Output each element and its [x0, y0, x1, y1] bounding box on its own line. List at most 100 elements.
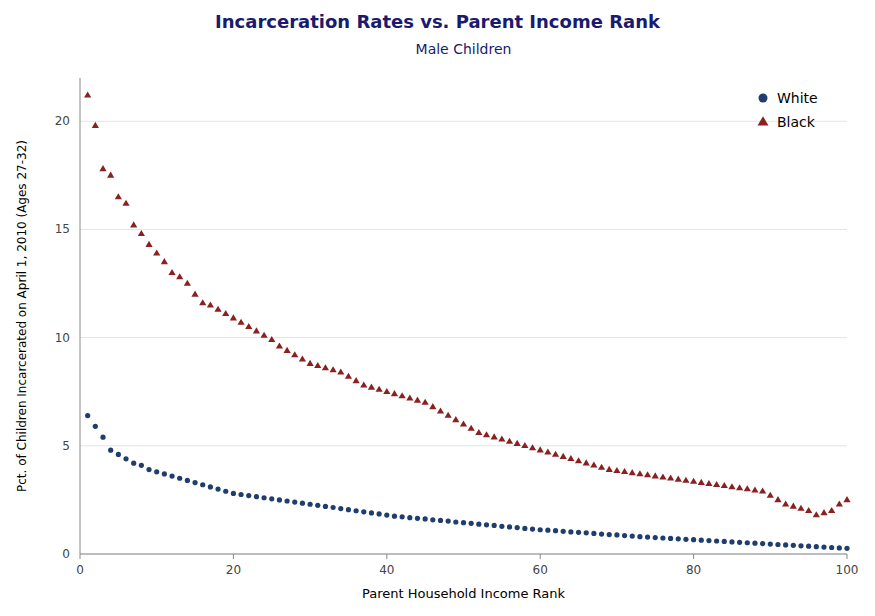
point	[637, 534, 642, 539]
x-axis-line	[80, 554, 847, 555]
y-tick-label: 15	[55, 222, 70, 236]
point	[446, 519, 451, 524]
point	[828, 507, 835, 513]
point	[461, 520, 466, 525]
point	[122, 200, 129, 206]
point	[645, 535, 650, 540]
legend-marker	[758, 116, 769, 125]
legend: White Black	[758, 90, 818, 130]
point	[469, 521, 474, 526]
legend-label: Black	[777, 114, 816, 130]
point	[414, 397, 421, 403]
point	[308, 502, 313, 507]
point	[652, 472, 659, 478]
point	[814, 544, 819, 549]
point	[208, 484, 213, 489]
point	[636, 470, 643, 476]
point	[453, 519, 458, 524]
chart-svg: Incarceration Rates vs. Parent Income Ra…	[0, 0, 875, 616]
point	[452, 416, 459, 422]
point	[146, 467, 151, 472]
point	[407, 515, 412, 520]
point	[139, 463, 144, 468]
point	[199, 299, 206, 305]
point	[200, 482, 205, 487]
point	[614, 532, 619, 537]
point	[337, 368, 344, 374]
point	[376, 386, 383, 392]
point	[177, 476, 182, 481]
point	[138, 230, 145, 236]
point	[544, 449, 551, 455]
point	[553, 528, 558, 533]
point	[775, 542, 780, 547]
point	[561, 529, 566, 534]
point	[430, 517, 435, 522]
point	[277, 497, 282, 502]
point	[736, 484, 743, 490]
point	[215, 486, 220, 491]
point	[130, 221, 137, 227]
point	[521, 442, 528, 448]
point	[783, 542, 788, 547]
point	[460, 420, 467, 426]
point	[492, 523, 497, 528]
point	[237, 319, 244, 325]
point	[698, 479, 705, 485]
point	[745, 540, 750, 545]
point	[400, 514, 405, 519]
point	[315, 503, 320, 508]
x-tick	[540, 554, 541, 559]
point	[774, 496, 781, 502]
point	[782, 500, 789, 506]
point	[537, 446, 544, 452]
legend-label: White	[777, 90, 818, 106]
series-white	[85, 413, 850, 551]
point	[613, 467, 620, 473]
point	[575, 457, 582, 463]
point	[667, 474, 674, 480]
point	[284, 498, 289, 503]
point	[499, 524, 504, 529]
point	[744, 485, 751, 491]
point	[383, 388, 390, 394]
point	[491, 433, 498, 439]
point	[415, 516, 420, 521]
x-tick-label: 100	[836, 563, 859, 577]
point	[682, 477, 689, 483]
y-grid-line	[80, 554, 847, 555]
x-tick-label: 80	[686, 563, 701, 577]
chart-container: Incarceration Rates vs. Parent Income Ra…	[0, 0, 875, 616]
point	[377, 511, 382, 516]
point	[92, 122, 99, 128]
point	[260, 332, 267, 338]
point	[306, 360, 313, 366]
point	[100, 435, 105, 440]
point	[369, 510, 374, 515]
point	[107, 172, 114, 178]
point	[231, 491, 236, 496]
point	[268, 336, 275, 342]
point	[590, 461, 597, 467]
point	[767, 492, 774, 498]
x-tick-label: 40	[379, 563, 394, 577]
point	[368, 384, 375, 390]
point	[161, 258, 168, 264]
point	[798, 543, 803, 548]
point	[506, 438, 513, 444]
point	[169, 474, 174, 479]
point	[223, 489, 228, 494]
y-tick-label: 0	[62, 547, 70, 561]
point	[759, 487, 766, 493]
point	[668, 536, 673, 541]
point	[813, 511, 820, 517]
point	[399, 392, 406, 398]
point	[713, 481, 720, 487]
point	[484, 522, 489, 527]
y-axis-line	[80, 78, 81, 554]
point	[751, 486, 758, 492]
point	[836, 500, 843, 506]
point	[360, 381, 367, 387]
point	[93, 424, 98, 429]
point	[353, 377, 360, 383]
